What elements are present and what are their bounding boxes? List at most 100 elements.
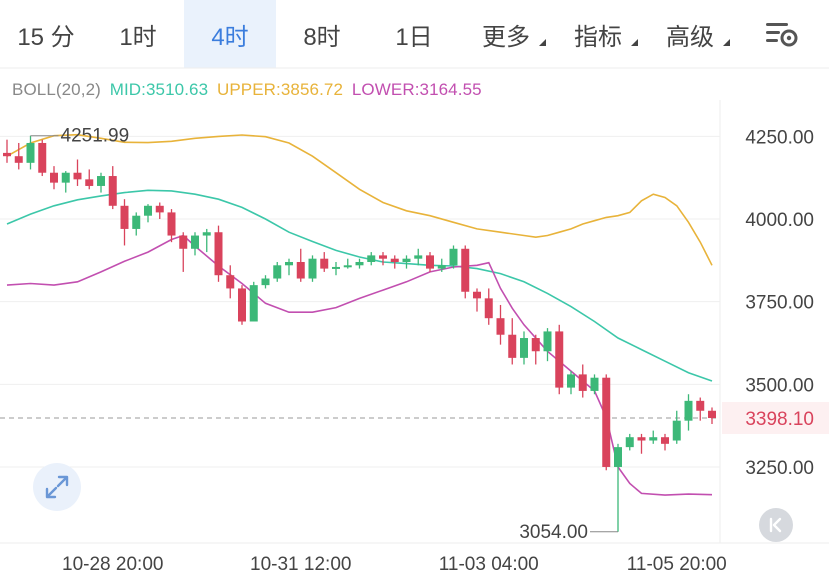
candle-body — [449, 248, 458, 266]
legend-lower: LOWER:3164.55 — [351, 80, 482, 99]
candle-body — [473, 291, 481, 299]
tab-label: 1日 — [395, 23, 433, 51]
candle-body — [202, 232, 211, 236]
candle-body — [402, 258, 411, 262]
candle-body — [379, 255, 387, 259]
tab-label: 15 分 — [17, 23, 75, 51]
candle-body — [332, 266, 340, 269]
candle-body — [14, 156, 23, 163]
candle-body — [191, 235, 199, 249]
tab-4[interactable]: 1日 — [368, 0, 460, 68]
tab-3[interactable]: 8时 — [276, 0, 368, 68]
candle-body — [132, 215, 141, 229]
candle-body — [73, 172, 82, 180]
candle-body — [578, 374, 587, 391]
x-tick-label: 10-31 12:00 — [250, 554, 351, 575]
y-tick-label: 4250.00 — [745, 127, 814, 148]
x-tick-label: 11-05 20:00 — [627, 554, 727, 575]
y-tick-label: 3500.00 — [745, 375, 814, 396]
current-price-tag — [722, 402, 829, 435]
candle-body — [355, 261, 364, 266]
candle-body — [108, 176, 117, 206]
candle-body — [273, 265, 282, 279]
legend-upper: UPPER:3856.72 — [216, 80, 344, 99]
y-tick-label: 3250.00 — [745, 458, 814, 479]
candle-body — [390, 258, 399, 262]
dropdown-caret-icon — [631, 39, 638, 46]
legend-title: BOLL(20,2) — [12, 80, 101, 99]
candle-body — [3, 152, 11, 157]
candle-body — [614, 447, 622, 467]
candle-body — [426, 255, 434, 269]
y-tick-label: 3750.00 — [745, 293, 814, 314]
x-tick-label: 10-28 20:00 — [62, 554, 163, 575]
tab-5[interactable]: 更多 — [460, 0, 552, 68]
candle-body — [590, 377, 599, 391]
chart-settings-button[interactable] — [760, 12, 804, 56]
candle-body — [120, 205, 129, 229]
candle-body — [508, 334, 517, 358]
candle-body — [61, 172, 70, 183]
candle-body — [50, 172, 58, 183]
dropdown-caret-icon — [539, 39, 546, 46]
tab-7[interactable]: 高级 — [644, 0, 736, 68]
candle-body — [496, 318, 505, 335]
candle-body — [696, 400, 705, 411]
candle-body — [672, 420, 681, 441]
candle-body — [144, 205, 152, 216]
candle-body — [649, 437, 658, 441]
tab-label: 4时 — [211, 23, 249, 51]
candle-body — [296, 261, 305, 279]
candle-body — [85, 179, 94, 186]
candle-body — [38, 142, 47, 173]
candle-body — [320, 258, 329, 269]
candle-body — [555, 331, 564, 388]
x-tick-label: 11-03 04:00 — [439, 554, 539, 575]
max-annotation-label: 4251.99 — [61, 126, 130, 147]
candle-body — [214, 232, 223, 276]
y-tick-label: 4000.00 — [745, 210, 814, 231]
candle-body — [543, 331, 552, 352]
timeframe-tabs: 15 分 1时 4时 8时 1日 更多 指标 高级 — [0, 0, 829, 68]
tab-0[interactable]: 15 分 — [0, 0, 92, 68]
candle-body — [249, 285, 258, 322]
min-annotation-label: 3054.00 — [519, 522, 588, 543]
candle-body — [637, 437, 646, 441]
tab-label: 8时 — [303, 23, 341, 51]
tab-1[interactable]: 1时 — [92, 0, 184, 68]
legend-mid: MID:3510.63 — [109, 80, 209, 99]
candle-body — [567, 374, 575, 388]
candle-body — [708, 410, 716, 419]
candle-body — [167, 212, 176, 236]
candle-body — [308, 258, 317, 279]
chart-settings-icon — [766, 23, 798, 47]
candle-body — [155, 205, 164, 213]
candle-body — [461, 248, 470, 292]
boll-legend: BOLL(20,2) MID:3510.63 UPPER:3856.72 LOW… — [12, 80, 486, 100]
candle-body — [414, 255, 423, 259]
tab-label: 更多 — [482, 23, 530, 51]
candle-body — [602, 377, 611, 467]
current-price-label: 3398.10 — [745, 409, 814, 430]
candle-body — [226, 275, 235, 289]
skip-back-icon — [769, 517, 782, 533]
candle-body — [625, 437, 634, 448]
candle-body — [661, 437, 669, 444]
candle-body — [285, 261, 293, 266]
tab-label: 1时 — [119, 23, 157, 51]
candle-body — [684, 400, 693, 421]
candle-body — [484, 298, 493, 319]
candle-body — [26, 142, 35, 163]
tab-2[interactable]: 4时 — [184, 0, 276, 68]
candle-body — [367, 255, 376, 262]
scroll-to-latest-button[interactable] — [759, 508, 793, 542]
candle-body — [531, 338, 540, 352]
candle-body — [179, 235, 188, 249]
expand-chart-button[interactable] — [33, 463, 81, 511]
expand-icon — [45, 475, 69, 499]
upper-band-line — [6, 133, 713, 266]
tab-6[interactable]: 指标 — [552, 0, 644, 68]
candle-body — [520, 338, 528, 358]
candle-body — [261, 278, 270, 286]
